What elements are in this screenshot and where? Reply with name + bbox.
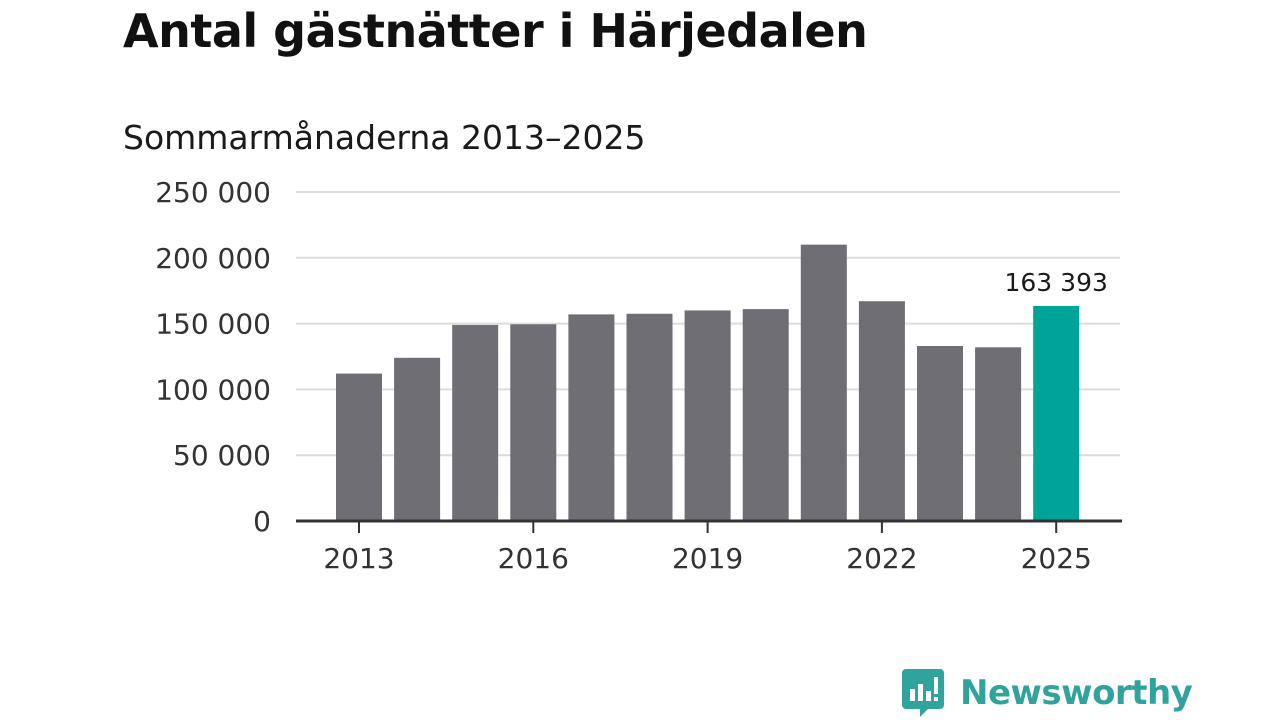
y-tick-label: 50 000: [173, 439, 271, 472]
data-label-2025: 163 393: [1005, 268, 1108, 297]
brand-logo: Newsworthy: [902, 669, 1193, 717]
y-tick-label: 250 000: [155, 176, 271, 209]
brand-name: Newsworthy: [960, 673, 1193, 713]
data-labels: 163 393: [1005, 268, 1108, 297]
bar-2019: [684, 310, 731, 521]
y-tick-label: 0: [253, 505, 271, 538]
x-tick-label: 2016: [498, 542, 569, 575]
bars: [336, 244, 1080, 521]
bar-highlight-2025: [1033, 305, 1080, 521]
y-axis-tick-labels: 0 50 000 100 000 150 000 200 000 250 000: [155, 176, 271, 538]
bar-2020: [742, 309, 789, 521]
bar-2023: [917, 345, 963, 521]
x-tick-label: 2025: [1021, 542, 1092, 575]
bar-2015: [452, 324, 499, 521]
newsworthy-chart-icon: [902, 669, 944, 717]
x-tick-label: 2013: [323, 542, 394, 575]
bar-2022: [858, 301, 905, 521]
y-tick-label: 200 000: [155, 242, 271, 275]
x-tick-label: 2022: [846, 542, 917, 575]
bar-2021: [800, 244, 847, 521]
bar-2013: [336, 373, 382, 521]
bar-2017: [568, 314, 615, 521]
y-tick-label: 100 000: [155, 373, 271, 406]
bar-2016: [510, 324, 557, 521]
bar-2024: [975, 347, 1022, 521]
bar-2018: [626, 313, 673, 521]
y-tick-label: 150 000: [155, 308, 271, 341]
x-tick-label: 2019: [672, 542, 743, 575]
bar-chart: 0 50 000 100 000 150 000 200 000 250 000 163 …: [155, 176, 1122, 575]
chart-subtitle: Sommarmånaderna 2013–2025: [123, 118, 646, 157]
chart-title: Antal gästnätter i Härjedalen: [123, 4, 868, 58]
bar-2014: [394, 357, 441, 521]
x-axis: 2013 2016 2019 2022 2025: [296, 519, 1122, 575]
